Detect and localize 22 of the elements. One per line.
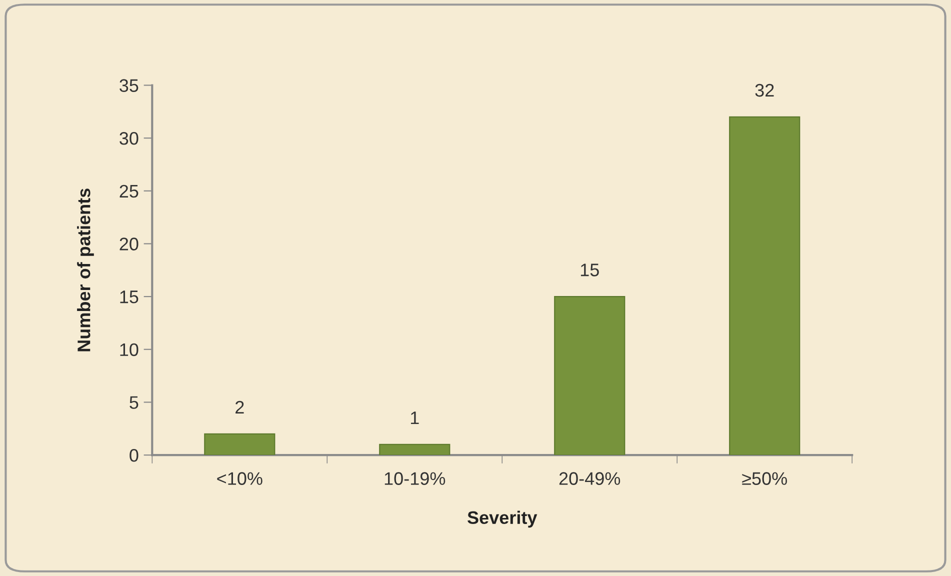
x-tick-label: <10% [217,472,262,485]
y-tick-label: 10 [120,343,138,356]
data-label: 2 [236,400,244,414]
data-label: 15 [580,264,599,276]
y-axis-title: Number of patients [77,188,94,352]
bar [554,296,626,456]
y-tick-label: 5 [130,396,138,409]
y-tick-label: 15 [120,290,138,304]
y-tick-label: 0 [130,448,138,462]
x-tick-label: 10-19% [384,472,446,485]
y-tick-label: 30 [120,132,138,145]
bar [729,116,800,456]
x-axis-title: Severity [468,510,538,528]
x-tick-label: 20-49% [559,472,620,485]
y-tick-label: 20 [120,238,138,250]
x-tick-label: ≥50% [742,472,787,485]
bar [204,433,276,456]
y-tick-label: 35 [120,79,138,92]
data-label: 1 [410,412,419,424]
y-tick-label: 25 [120,184,138,198]
bar [379,444,450,456]
data-label: 32 [755,84,774,97]
